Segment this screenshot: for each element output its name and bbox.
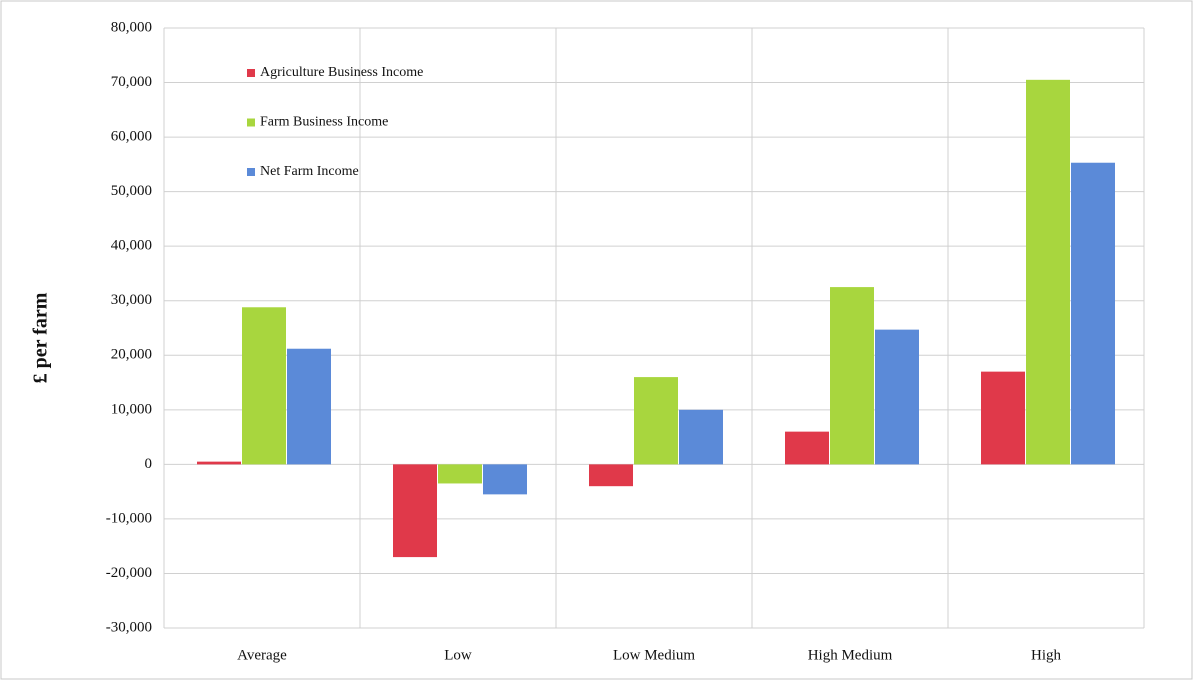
y-tick-label: 40,000 — [111, 238, 152, 254]
x-tick-label: Low Medium — [613, 647, 695, 663]
bar — [981, 371, 1025, 465]
legend-label: Farm Business Income — [260, 115, 388, 130]
y-tick-label: 20,000 — [111, 347, 152, 363]
bar — [242, 307, 286, 465]
legend-swatch — [247, 69, 255, 77]
legend-label: Agriculture Business Income — [260, 65, 423, 80]
bar — [634, 377, 678, 465]
x-tick-label: Average — [237, 647, 287, 663]
bar — [393, 464, 437, 558]
y-tick-label: 10,000 — [111, 401, 152, 417]
bar — [830, 287, 874, 465]
legend-swatch — [247, 168, 255, 176]
y-tick-label: 80,000 — [111, 19, 152, 35]
bar — [875, 329, 919, 465]
y-tick-label: -30,000 — [106, 619, 152, 635]
y-tick-label: -10,000 — [106, 510, 152, 526]
bar — [785, 431, 829, 465]
y-tick-label: 70,000 — [111, 74, 152, 90]
bar — [438, 464, 482, 484]
legend-swatch — [247, 118, 255, 127]
bar — [679, 409, 723, 465]
bar — [287, 348, 331, 465]
bar — [197, 461, 241, 465]
y-tick-label: 30,000 — [111, 292, 152, 308]
y-tick-label: 60,000 — [111, 129, 152, 145]
x-tick-label: Low — [444, 647, 472, 663]
y-axis-label: £ per farm — [30, 292, 52, 383]
y-tick-label: 50,000 — [111, 183, 152, 199]
bar — [483, 464, 527, 495]
bar — [1071, 162, 1115, 465]
y-tick-label: 0 — [145, 456, 153, 472]
bar — [1026, 79, 1070, 465]
legend-label: Net Farm Income — [260, 164, 359, 179]
bar — [589, 464, 633, 487]
y-tick-label: -20,000 — [106, 565, 152, 581]
x-tick-label: High — [1031, 647, 1062, 663]
x-tick-label: High Medium — [808, 647, 893, 663]
